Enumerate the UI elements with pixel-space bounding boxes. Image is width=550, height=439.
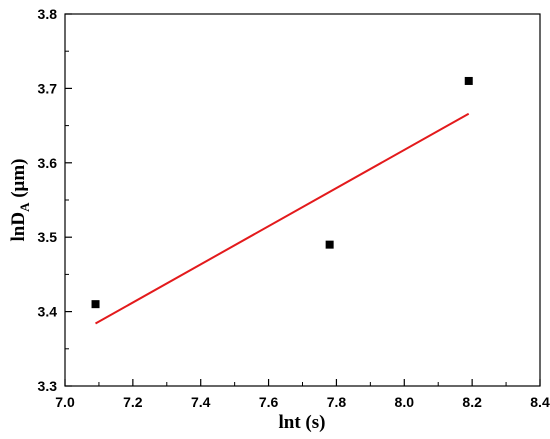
x-tick-label: 7.8 (327, 394, 347, 410)
y-axis-title-subscript: A (17, 202, 32, 212)
y-tick-label: 3.7 (38, 80, 58, 96)
x-axis-ticks: 7.0 7.2 7.4 7.6 7.8 8.0 8.2 8.4 (55, 379, 550, 410)
y-tick-label: 3.4 (38, 304, 58, 320)
x-tick-label: 7.0 (55, 394, 75, 410)
y-axis-title-unit: (μm) (8, 159, 29, 203)
y-axis-title: lnDA (μm) (8, 159, 32, 242)
data-point (325, 240, 334, 249)
y-tick-label: 3.6 (38, 155, 58, 171)
data-point (91, 300, 100, 309)
x-tick-label: 7.6 (259, 394, 279, 410)
x-tick-label: 7.4 (191, 394, 211, 410)
y-tick-label: 3.3 (38, 378, 58, 394)
plot-frame (64, 13, 541, 387)
x-tick-label: 8.4 (530, 394, 550, 410)
y-tick-label: 3.8 (38, 6, 58, 22)
fit-line (95, 112, 470, 325)
series-layer (91, 76, 473, 325)
x-axis-title: lnt (s) (279, 412, 326, 433)
x-tick-label: 8.2 (462, 394, 482, 410)
data-point (464, 76, 473, 85)
y-axis-ticks: 3.3 3.4 3.5 3.6 3.7 3.8 (38, 6, 72, 394)
x-tick-label: 8.0 (395, 394, 415, 410)
y-tick-label: 3.5 (38, 229, 58, 245)
x-tick-label: 7.2 (123, 394, 143, 410)
y-axis-title-main: lnD (8, 212, 29, 242)
